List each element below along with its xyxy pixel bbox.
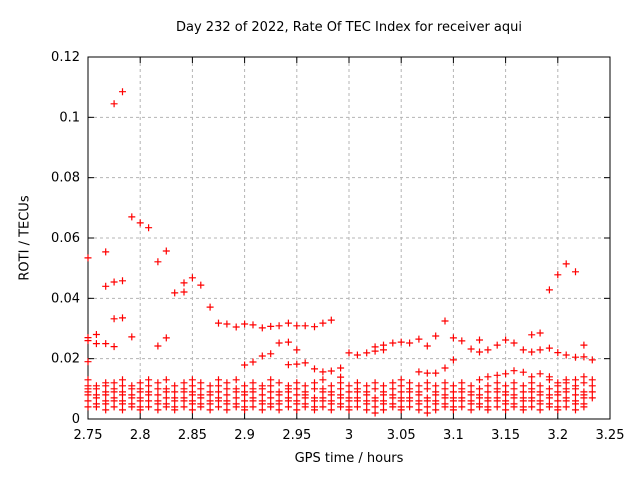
x-tick-label: 2.85 [178,428,207,443]
y-tick-label: 0.06 [51,231,80,246]
y-tick-label: 0.1 [59,110,80,125]
tick-marks [87,56,611,420]
y-tick-label: 0.08 [51,171,80,186]
x-axis-label: GPS time / hours [294,451,404,466]
x-tick-label: 3.15 [491,428,520,443]
gridlines [88,57,610,419]
x-tick-label: 2.95 [282,428,311,443]
y-tick-labels: 0 0.02 0.04 0.06 0.08 0.1 0.12 [51,50,80,427]
x-tick-label: 2.9 [234,428,255,443]
y-tick-label: 0.02 [51,352,80,367]
x-tick-labels: 2.75 2.8 2.85 2.9 2.95 3 3.05 3.1 3.15 3.2 3.25 [74,428,625,443]
x-tick-label: 2.8 [130,428,151,443]
scatter-points [84,88,596,417]
x-tick-label: 3 [345,428,353,443]
chart-title: Day 232 of 2022, Rate Of TEC Index for r… [176,20,522,35]
y-tick-label: 0 [72,412,80,427]
y-tick-label: 0.04 [51,291,80,306]
y-tick-label: 0.12 [51,50,80,65]
x-tick-label: 3.05 [387,428,416,443]
x-tick-label: 3.25 [596,428,625,443]
x-tick-label: 2.75 [74,428,103,443]
y-axis-label: ROTI / TECUs [17,195,33,281]
x-tick-label: 3.2 [547,428,568,443]
x-tick-label: 3.1 [443,428,464,443]
